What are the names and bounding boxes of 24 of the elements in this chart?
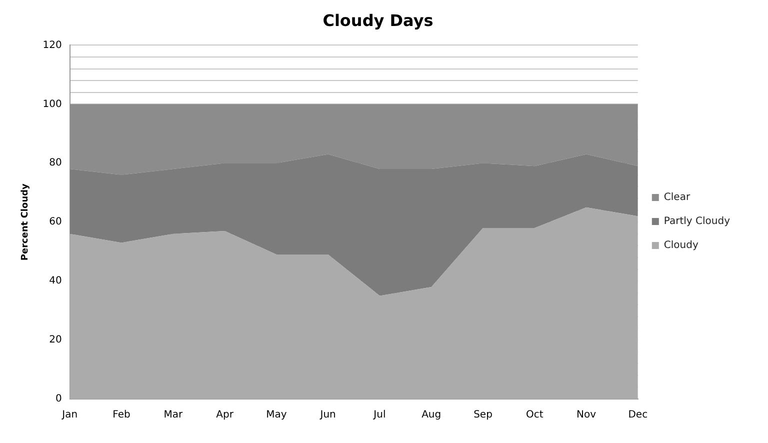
x-tick-label: Feb [112,410,130,421]
x-tick-label: Jul [372,410,386,421]
x-tick-label: Mar [164,410,184,421]
legend-label: Clear [664,192,691,204]
x-tick-label: Nov [576,410,596,421]
y-tick-label: 60 [49,216,62,228]
x-tick-label: Aug [422,410,442,421]
x-tick-label: Sep [474,410,492,421]
x-tick-label: Jun [319,410,336,421]
y-tick-label: 40 [49,276,62,287]
x-tick-label: Oct [526,410,544,421]
chart-title: Cloudy Days [322,10,434,30]
y-axis-title: Percent Cloudy [20,183,31,261]
legend-label: Partly Cloudy [664,216,730,228]
y-tick-label: 80 [49,158,62,169]
x-tick-label: Jan [61,410,78,421]
legend-label: Cloudy [664,240,698,252]
y-tick-label: 20 [49,334,62,346]
x-tick-label: Apr [216,410,234,421]
x-tick-label: May [266,410,287,421]
y-tick-label: 0 [56,394,62,405]
x-tick-label: Dec [628,410,648,421]
y-tick-label: 100 [42,98,62,110]
y-tick-label: 120 [42,40,62,51]
